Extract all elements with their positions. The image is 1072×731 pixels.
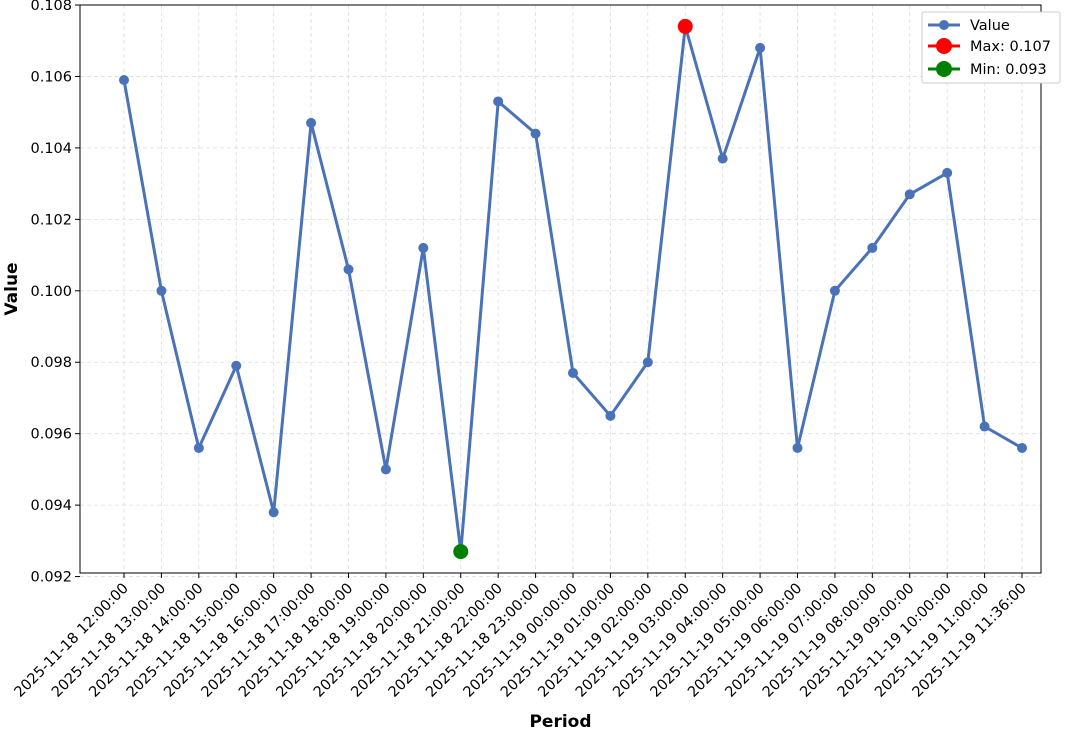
- y-axis-label: Value: [2, 262, 22, 315]
- data-point: [792, 442, 803, 453]
- data-point: [193, 442, 204, 453]
- data-point: [904, 189, 915, 200]
- series-value: [119, 21, 1027, 557]
- y-tick-label: 0.100: [30, 284, 72, 300]
- data-point: [306, 117, 317, 128]
- legend-label-value: Value: [970, 18, 1010, 34]
- data-point: [829, 285, 840, 296]
- data-point: [380, 464, 391, 475]
- data-point: [343, 264, 354, 275]
- y-tick-label: 0.098: [30, 355, 72, 371]
- plot-area: [79, 4, 1042, 574]
- min-marker: [453, 544, 469, 560]
- legend-item-value: Value: [928, 18, 1010, 34]
- y-tick-label: 0.108: [30, 0, 72, 14]
- y-axis-ticks: 0.092 0.094 0.096 0.098 0.100 0.102 0.104 0.106…: [30, 0, 80, 586]
- legend: Value Max: 0.107 Min: 0.093: [921, 11, 1061, 84]
- data-point: [642, 357, 653, 368]
- data-point: [418, 242, 429, 253]
- data-point: [156, 285, 167, 296]
- data-point: [605, 410, 616, 421]
- y-tick-label: 0.094: [30, 498, 72, 514]
- data-point: [493, 96, 504, 107]
- max-marker: [677, 18, 693, 34]
- data-point: [119, 75, 129, 86]
- grid: [80, 4, 1041, 577]
- data-point: [979, 421, 990, 432]
- y-tick-label: 0.104: [30, 141, 72, 157]
- data-point: [942, 167, 953, 178]
- data-point: [867, 242, 878, 253]
- x-axis-label: Period: [529, 712, 591, 731]
- data-point: [268, 507, 279, 518]
- y-tick-label: 0.106: [30, 69, 72, 85]
- y-tick-label: 0.092: [30, 570, 72, 586]
- data-point: [755, 42, 766, 53]
- data-point: [1017, 442, 1027, 453]
- legend-label-min: Min: 0.093: [970, 62, 1047, 78]
- data-point: [717, 153, 728, 164]
- data-point: [568, 367, 578, 378]
- y-tick-label: 0.096: [30, 427, 72, 443]
- data-point: [231, 360, 242, 371]
- legend-label-max: Max: 0.107: [970, 39, 1051, 55]
- legend-box: [921, 11, 1061, 84]
- legend-item-max: Max: 0.107: [928, 38, 1051, 55]
- legend-item-min: Min: 0.093: [928, 61, 1047, 78]
- extreme-markers: [453, 18, 693, 560]
- y-tick-label: 0.102: [30, 212, 72, 228]
- data-point: [530, 128, 541, 139]
